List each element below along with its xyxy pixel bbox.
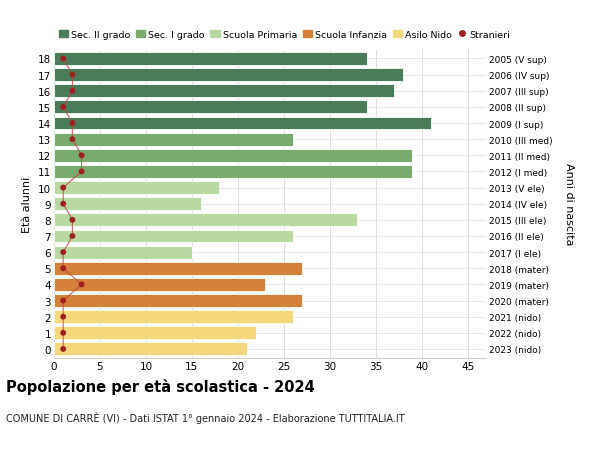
Bar [54,118,431,130]
Point [68,72,77,79]
Point [58,330,68,337]
Text: Popolazione per età scolastica - 2024: Popolazione per età scolastica - 2024 [6,379,315,395]
Bar [54,53,367,66]
Bar [54,246,192,259]
Point [77,281,86,288]
Point [58,104,68,112]
Bar [54,214,358,227]
Point [68,120,77,128]
Point [68,233,77,240]
Point [58,265,68,272]
Bar [54,150,412,162]
Point [77,152,86,160]
Bar [54,134,293,146]
Point [58,185,68,192]
Bar [54,230,293,243]
Bar [54,294,302,308]
Y-axis label: Anni di nascita: Anni di nascita [563,163,574,246]
Bar [54,262,302,275]
Y-axis label: Età alunni: Età alunni [22,176,32,232]
Point [68,88,77,95]
Bar [54,343,247,356]
Legend: Sec. II grado, Sec. I grado, Scuola Primaria, Scuola Infanzia, Asilo Nido, Stran: Sec. II grado, Sec. I grado, Scuola Prim… [59,30,511,39]
Bar [54,69,403,82]
Point [58,297,68,304]
Point [68,217,77,224]
Point [68,136,77,144]
Point [58,313,68,321]
Bar [54,311,293,324]
Point [58,346,68,353]
Bar [54,166,412,179]
Bar [54,278,265,291]
Bar [54,85,394,98]
Bar [54,101,367,114]
Point [58,249,68,256]
Point [58,56,68,63]
Text: COMUNE DI CARRÈ (VI) - Dati ISTAT 1° gennaio 2024 - Elaborazione TUTTITALIA.IT: COMUNE DI CARRÈ (VI) - Dati ISTAT 1° gen… [6,411,404,423]
Point [77,168,86,176]
Bar [54,182,220,195]
Bar [54,327,256,340]
Bar [54,198,201,211]
Point [58,201,68,208]
